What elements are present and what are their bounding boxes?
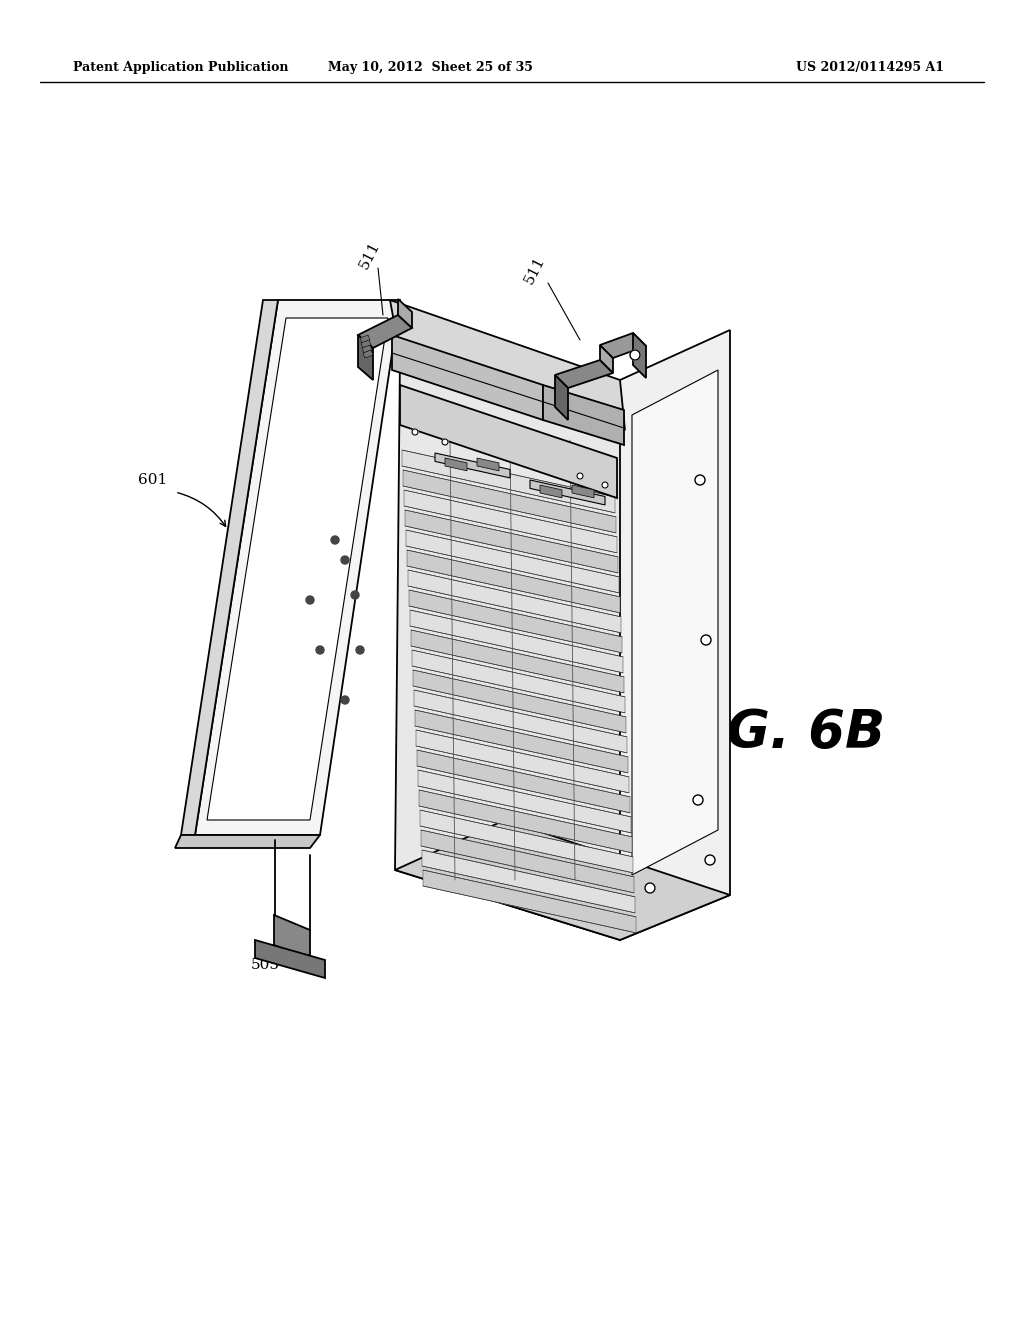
Polygon shape — [422, 850, 635, 913]
Circle shape — [630, 350, 640, 360]
Circle shape — [602, 482, 608, 488]
Polygon shape — [415, 710, 628, 774]
Polygon shape — [419, 789, 632, 853]
Polygon shape — [435, 453, 510, 478]
Text: 511: 511 — [357, 239, 383, 271]
Polygon shape — [417, 750, 630, 813]
Polygon shape — [406, 510, 618, 573]
Polygon shape — [632, 370, 718, 875]
Polygon shape — [600, 333, 646, 358]
Polygon shape — [274, 915, 310, 960]
Text: 510: 510 — [265, 418, 291, 451]
Circle shape — [645, 883, 655, 894]
Polygon shape — [421, 830, 634, 892]
Circle shape — [341, 696, 349, 704]
Polygon shape — [400, 385, 617, 498]
Polygon shape — [633, 333, 646, 378]
Text: US 2012/0114295 A1: US 2012/0114295 A1 — [796, 62, 944, 74]
Circle shape — [351, 591, 359, 599]
Polygon shape — [543, 385, 624, 445]
Polygon shape — [195, 300, 400, 836]
Polygon shape — [555, 375, 568, 420]
Polygon shape — [408, 570, 621, 632]
Circle shape — [356, 645, 364, 653]
Polygon shape — [413, 671, 626, 733]
Polygon shape — [411, 630, 624, 693]
Text: 601: 601 — [138, 473, 168, 487]
Polygon shape — [412, 649, 625, 713]
Polygon shape — [255, 940, 325, 978]
Polygon shape — [392, 335, 543, 420]
Polygon shape — [404, 490, 617, 553]
Polygon shape — [409, 590, 622, 653]
Polygon shape — [362, 350, 373, 358]
Polygon shape — [620, 330, 730, 940]
Polygon shape — [406, 531, 618, 593]
Circle shape — [412, 429, 418, 436]
Polygon shape — [418, 770, 631, 833]
Polygon shape — [403, 470, 616, 533]
Polygon shape — [207, 318, 388, 820]
Polygon shape — [572, 484, 594, 498]
Polygon shape — [362, 345, 372, 352]
Polygon shape — [416, 730, 629, 793]
Polygon shape — [423, 870, 636, 933]
Polygon shape — [420, 810, 633, 873]
Polygon shape — [181, 300, 278, 836]
Circle shape — [331, 536, 339, 544]
Circle shape — [695, 475, 705, 484]
Polygon shape — [445, 458, 467, 471]
Text: 505: 505 — [251, 958, 280, 972]
Polygon shape — [358, 335, 373, 380]
Polygon shape — [390, 300, 625, 430]
Polygon shape — [175, 836, 319, 847]
Polygon shape — [360, 335, 370, 343]
Circle shape — [306, 597, 314, 605]
Text: FIG. 6B: FIG. 6B — [671, 706, 886, 759]
Polygon shape — [540, 484, 562, 498]
Polygon shape — [530, 480, 605, 504]
Circle shape — [701, 635, 711, 645]
Polygon shape — [358, 315, 412, 348]
Circle shape — [442, 440, 449, 445]
Polygon shape — [477, 458, 499, 471]
Circle shape — [577, 473, 583, 479]
Circle shape — [693, 795, 703, 805]
Text: 511: 511 — [522, 253, 548, 286]
Circle shape — [341, 556, 349, 564]
Polygon shape — [361, 341, 371, 348]
Polygon shape — [600, 345, 613, 374]
Polygon shape — [395, 355, 625, 940]
Text: May 10, 2012  Sheet 25 of 35: May 10, 2012 Sheet 25 of 35 — [328, 62, 532, 74]
Polygon shape — [555, 360, 613, 388]
Polygon shape — [398, 300, 412, 327]
Polygon shape — [402, 450, 615, 513]
Polygon shape — [414, 690, 627, 752]
Text: Patent Application Publication: Patent Application Publication — [73, 62, 289, 74]
Polygon shape — [410, 610, 623, 673]
Polygon shape — [395, 820, 730, 940]
Polygon shape — [407, 550, 620, 612]
Circle shape — [316, 645, 324, 653]
Circle shape — [705, 855, 715, 865]
